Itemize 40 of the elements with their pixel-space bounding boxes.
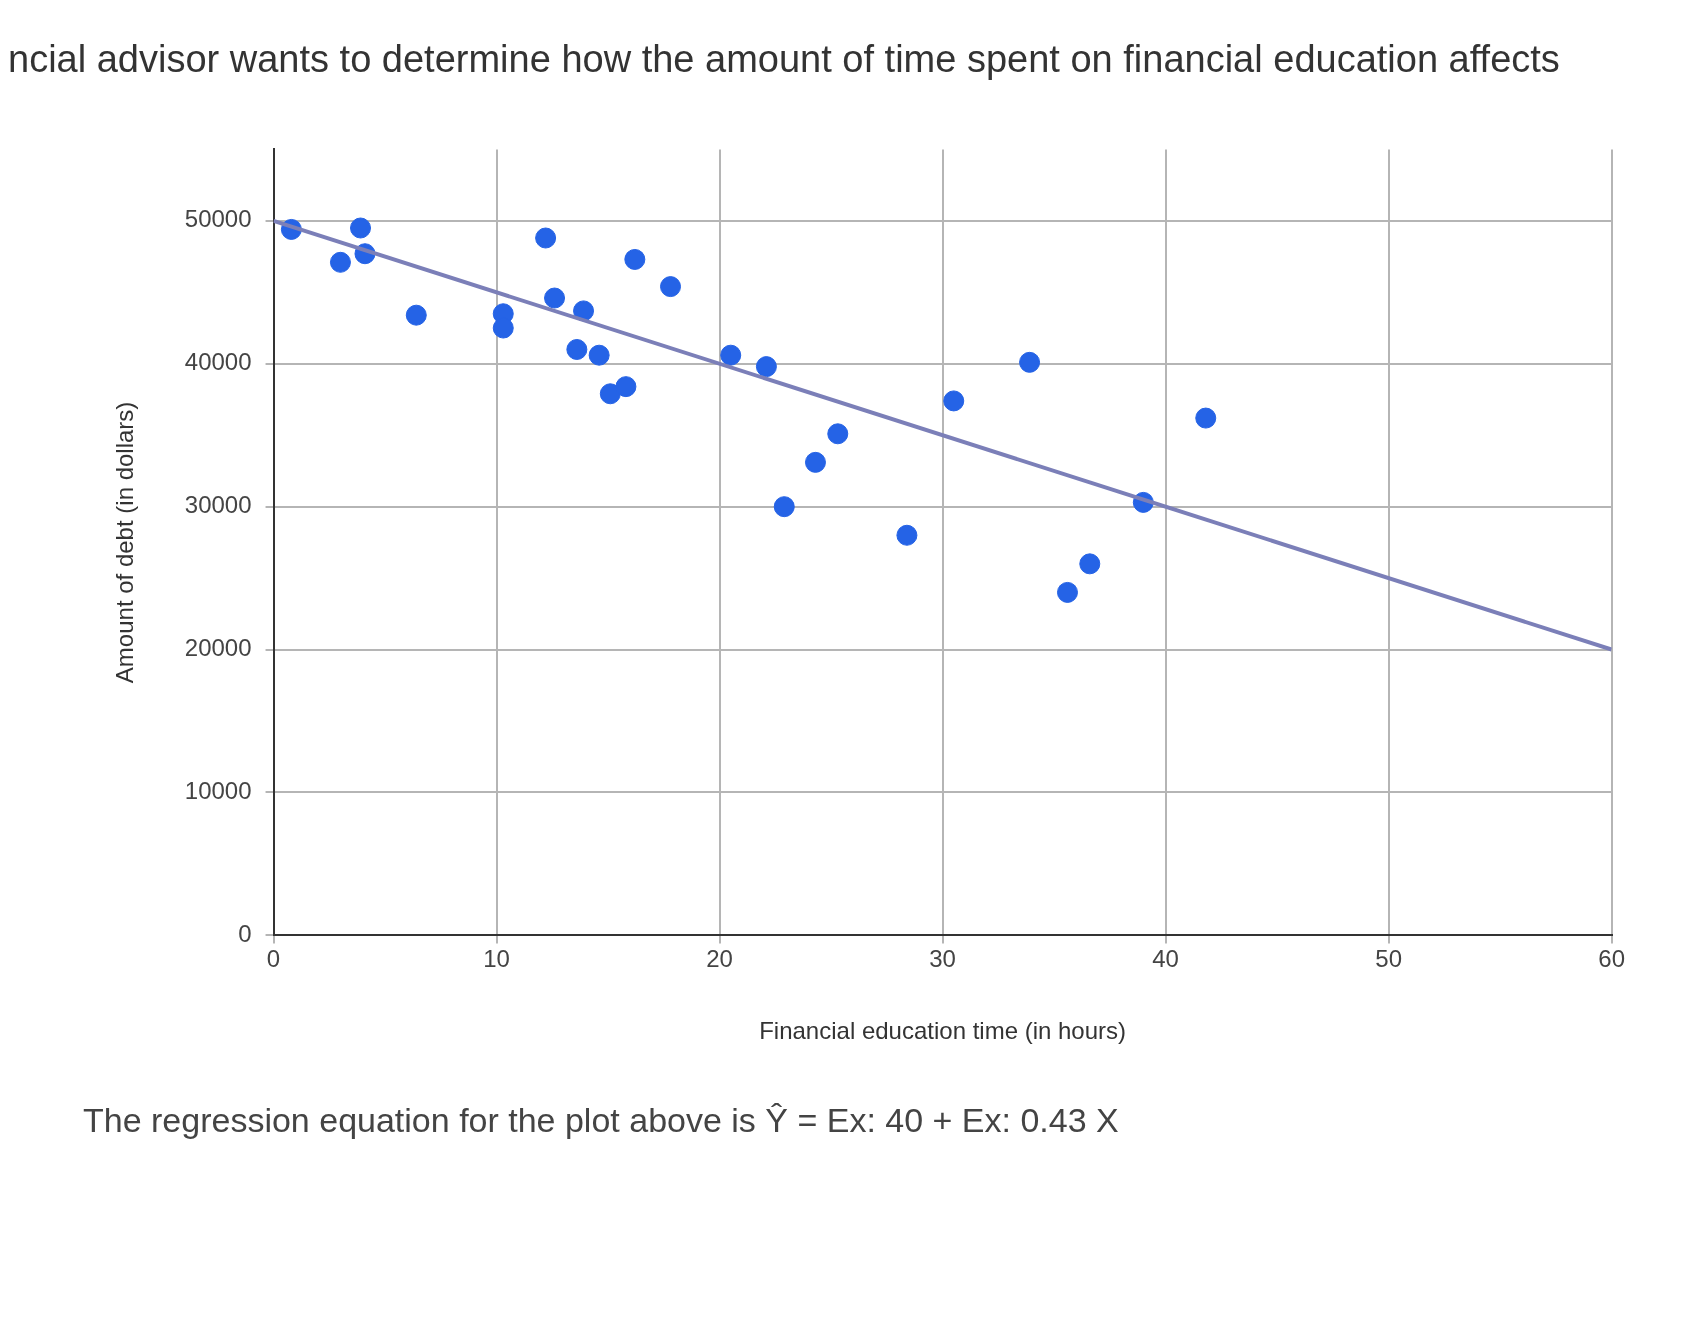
point: [720, 344, 742, 366]
point: [566, 338, 588, 360]
point: [773, 496, 795, 518]
point: [544, 287, 566, 309]
x-tick-label: 30: [929, 945, 956, 973]
y-axis-title: Amount of debt (in dollars): [111, 401, 139, 684]
y-tick-label: 20000: [184, 634, 252, 662]
chart-title: ncial advisor wants to determine how the amount of time spent on financial education affects: [8, 37, 1561, 82]
point: [624, 248, 646, 270]
y-tick-label: 40000: [184, 348, 252, 376]
point: [588, 344, 610, 366]
point: [535, 227, 557, 249]
point: [943, 390, 965, 412]
x-tick-label: 0: [266, 945, 281, 973]
y-tick-label: 30000: [184, 491, 252, 519]
y-tick-label: 10000: [184, 777, 252, 805]
point: [599, 383, 621, 405]
x-tick-label: 40: [1152, 945, 1179, 973]
point: [1019, 351, 1041, 373]
point: [329, 251, 351, 273]
point: [350, 217, 372, 239]
point: [1056, 581, 1078, 603]
y-tick-label: 0: [238, 920, 252, 948]
point: [1195, 407, 1217, 429]
point: [755, 356, 777, 378]
point: [804, 451, 826, 473]
x-axis-title: Financial education time (in hours): [759, 1017, 1127, 1045]
y-tick-label: 50000: [184, 205, 252, 233]
x-tick-label: 60: [1598, 945, 1625, 973]
point: [896, 524, 918, 546]
x-tick-label: 10: [483, 945, 510, 973]
point: [405, 304, 427, 326]
point: [660, 276, 682, 298]
point: [827, 423, 849, 445]
x-tick-label: 50: [1375, 945, 1402, 973]
point: [492, 317, 514, 339]
point: [615, 376, 637, 398]
x-tick-label: 20: [706, 945, 733, 973]
text: The regression equation for the plot above is Ŷ = Ex: 40 + Ex: 0.43 X: [83, 1101, 1120, 1140]
point: [1079, 553, 1101, 575]
